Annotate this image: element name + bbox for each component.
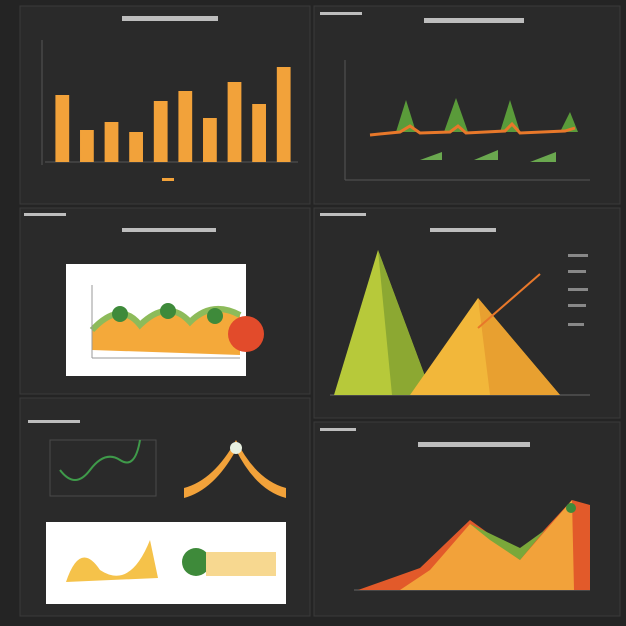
title-bar xyxy=(28,420,80,423)
title-bar xyxy=(122,228,216,232)
bar xyxy=(129,132,143,162)
title-bar xyxy=(430,228,496,232)
small-charts xyxy=(46,439,286,604)
marker xyxy=(162,178,174,181)
bar xyxy=(55,95,70,162)
area-card xyxy=(66,264,264,376)
mountain-chart xyxy=(354,500,590,591)
title-placeholders xyxy=(24,12,530,447)
title-bar xyxy=(320,428,356,431)
bar xyxy=(203,118,217,162)
bar xyxy=(153,101,168,162)
peak-chart xyxy=(344,60,590,181)
title-bar xyxy=(320,12,362,15)
triangle-chart xyxy=(330,250,590,396)
bar xyxy=(227,82,242,162)
bar xyxy=(178,91,193,162)
title-bar xyxy=(424,18,524,23)
bar xyxy=(276,67,291,162)
panel xyxy=(313,5,621,205)
title-bar xyxy=(122,16,218,21)
title-bar xyxy=(320,213,366,216)
bar xyxy=(80,130,94,162)
bar xyxy=(104,122,119,162)
title-bar xyxy=(24,213,66,216)
bar xyxy=(252,104,266,162)
title-bar xyxy=(418,442,530,447)
